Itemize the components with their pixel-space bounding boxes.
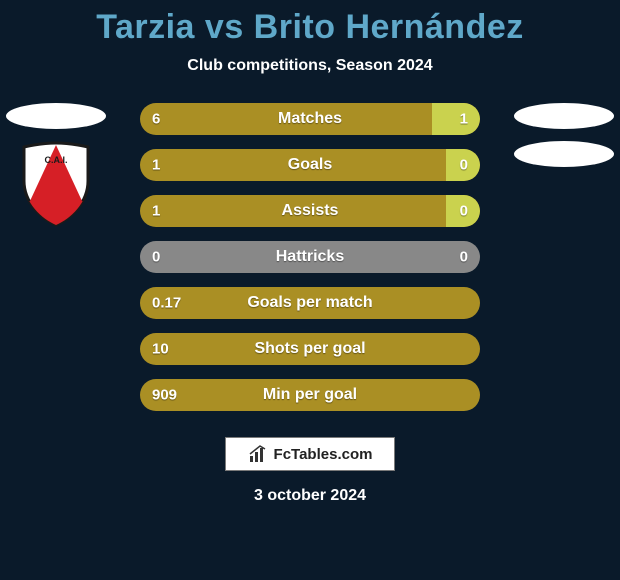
chart-icon — [248, 444, 268, 464]
stat-label: Matches — [140, 110, 480, 128]
footer-brand[interactable]: FcTables.com — [225, 437, 395, 471]
stat-value-left: 6 — [152, 111, 160, 128]
stat-label: Min per goal — [140, 386, 480, 404]
stat-value-left: 1 — [152, 203, 160, 220]
subtitle: Club competitions, Season 2024 — [0, 57, 620, 75]
club-placeholder-ellipse — [6, 103, 106, 129]
stat-value-left: 909 — [152, 387, 177, 404]
stat-row: 10Goals — [140, 149, 480, 181]
stat-label: Hattricks — [140, 248, 480, 266]
footer-date: 3 october 2024 — [0, 487, 620, 505]
stat-value-right: 0 — [460, 249, 468, 266]
club-column-right — [514, 103, 614, 167]
stat-seg-right — [446, 149, 480, 181]
stat-row: 909Min per goal — [140, 379, 480, 411]
stat-seg-right — [432, 103, 480, 135]
club-column-left: C.A.I. — [6, 103, 106, 227]
stat-row: 0.17Goals per match — [140, 287, 480, 319]
stat-label: Goals — [140, 156, 480, 174]
page-title: Tarzia vs Brito Hernández — [0, 0, 620, 47]
content: C.A.I. 61Matches10Goals10Assists00Hattri… — [0, 103, 620, 411]
shield-icon: C.A.I. — [20, 141, 92, 227]
stat-row: 10Assists — [140, 195, 480, 227]
stat-bars: 61Matches10Goals10Assists00Hattricks0.17… — [140, 103, 480, 411]
stat-label: Assists — [140, 202, 480, 220]
stat-value-left: 0 — [152, 249, 160, 266]
club-shield-left: C.A.I. — [20, 141, 92, 227]
stat-value-left: 1 — [152, 157, 160, 174]
stat-row: 61Matches — [140, 103, 480, 135]
footer-brand-text: FcTables.com — [274, 446, 373, 463]
stat-label: Goals per match — [140, 294, 480, 312]
stat-label: Shots per goal — [140, 340, 480, 358]
club-placeholder-ellipse — [514, 141, 614, 167]
shield-initials: C.A.I. — [44, 155, 67, 165]
club-placeholder-ellipse — [514, 103, 614, 129]
stat-seg-right — [446, 195, 480, 227]
stat-value-left: 10 — [152, 341, 169, 358]
stat-row: 10Shots per goal — [140, 333, 480, 365]
stat-value-left: 0.17 — [152, 295, 181, 312]
stat-row: 0 0Hattricks — [140, 241, 480, 273]
